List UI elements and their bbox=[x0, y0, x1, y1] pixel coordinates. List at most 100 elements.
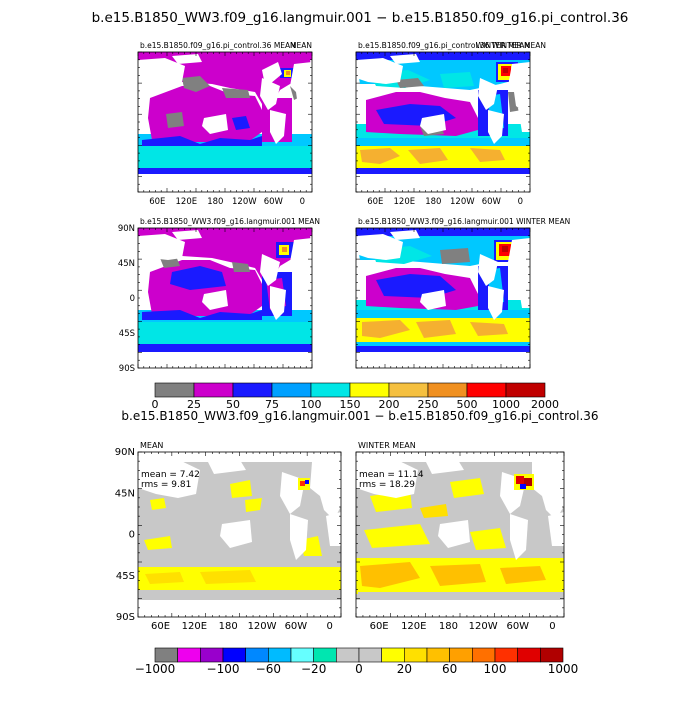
y-tick-label: 0 bbox=[130, 294, 135, 304]
x-tick-label: 60E bbox=[149, 197, 165, 207]
x-tick-label: 60W bbox=[285, 621, 308, 632]
colorbar-swatch bbox=[404, 647, 428, 663]
x-tick-label: 120W bbox=[248, 621, 277, 632]
colorbar-swatch bbox=[505, 382, 546, 398]
colorbar-top: 0 25 50 75 100 150 200 250 500 1000 2000 bbox=[152, 382, 559, 411]
panel-langmuir-mean bbox=[138, 228, 312, 368]
colorbar-label: 1000 bbox=[548, 662, 579, 676]
panel-diff-mean bbox=[138, 452, 341, 617]
colorbar-label: 100 bbox=[301, 398, 322, 411]
colorbar-label: 250 bbox=[418, 398, 439, 411]
colorbar-label: 50 bbox=[226, 398, 240, 411]
x-tick-label: 180 bbox=[207, 197, 223, 207]
colorbar-label: 150 bbox=[340, 398, 361, 411]
colorbar-label: 0 bbox=[355, 662, 363, 676]
panel-1-corner: MEAN bbox=[290, 41, 312, 50]
panel-6-stat-mean: mean = 11.14 bbox=[359, 470, 424, 480]
colorbar-label: 20 bbox=[397, 662, 412, 676]
colorbar-swatch bbox=[313, 647, 337, 663]
colorbar-label: 0 bbox=[152, 398, 159, 411]
axes: 60E 120E 180 120W 60W 0 60E 120E 180 120W 60W 0 90N 4… bbox=[115, 51, 565, 632]
colorbar-swatch bbox=[540, 647, 564, 663]
x-tick-label: 0 bbox=[518, 197, 523, 207]
colorbar-swatch bbox=[154, 647, 178, 663]
colorbar-swatch bbox=[177, 647, 201, 663]
colorbar-swatch bbox=[426, 647, 450, 663]
x-tick-label: 60E bbox=[151, 621, 170, 632]
x-tick-label: 120E bbox=[401, 621, 426, 632]
y-tick-label: 0 bbox=[129, 530, 135, 541]
x-tick-label: 120W bbox=[450, 197, 475, 207]
colorbar-swatch bbox=[358, 647, 382, 663]
x-tick-label: 180 bbox=[219, 621, 238, 632]
colorbar-label: 500 bbox=[457, 398, 478, 411]
x-tick-label: 0 bbox=[300, 197, 305, 207]
x-tick-label: 180 bbox=[439, 621, 458, 632]
colorbar-label: 1000 bbox=[492, 398, 520, 411]
x-tick-label: 60W bbox=[482, 197, 502, 207]
colorbar-label: −100 bbox=[207, 662, 240, 676]
y-tick-label: 45N bbox=[115, 488, 135, 499]
panel-2-corner: WINTER MEAN bbox=[476, 41, 530, 50]
panel-6-stat-rms: rms = 18.29 bbox=[359, 480, 415, 490]
colorbar-swatch bbox=[200, 647, 224, 663]
panel-4-title: b.e15.B1850_WW3.f09_g16.langmuir.001 WIN… bbox=[358, 217, 570, 226]
y-tick-label: 90N bbox=[118, 224, 135, 234]
colorbar-label: −20 bbox=[301, 662, 326, 676]
panel-control-mean bbox=[138, 52, 312, 192]
y-tick-label: 90S bbox=[116, 612, 135, 623]
colorbar-swatch bbox=[154, 382, 195, 398]
panel-diff-winter bbox=[356, 452, 564, 617]
y-tick-label: 90S bbox=[119, 364, 135, 374]
colorbar-swatch bbox=[449, 647, 473, 663]
colorbar-swatch bbox=[381, 647, 405, 663]
panel-1-title: b.e15.B1850.f09_g16.pi_control.36 MEAN bbox=[140, 41, 296, 50]
colorbar-label: 75 bbox=[265, 398, 279, 411]
panel-2-title: b.e15.B1850.f09_g16.pi_control.36 WINTER… bbox=[358, 41, 546, 50]
y-tick-label: 90N bbox=[115, 447, 135, 458]
colorbar-swatch bbox=[472, 647, 496, 663]
colorbar-swatch bbox=[494, 647, 518, 663]
colorbar-label: 60 bbox=[442, 662, 457, 676]
panel-control-winter bbox=[356, 52, 530, 192]
colorbar-label: 25 bbox=[187, 398, 201, 411]
colorbar-swatch bbox=[349, 382, 390, 398]
colorbar-swatch bbox=[466, 382, 507, 398]
x-tick-label: 180 bbox=[425, 197, 441, 207]
colorbar-swatch bbox=[517, 647, 541, 663]
y-tick-label: 45S bbox=[119, 329, 135, 339]
colorbar-label: 2000 bbox=[531, 398, 559, 411]
x-tick-label: 0 bbox=[549, 621, 555, 632]
x-tick-label: 60E bbox=[367, 197, 383, 207]
panel-5-stat-mean: mean = 7.42 bbox=[141, 470, 200, 480]
panel-5-stat-rms: rms = 9.81 bbox=[141, 480, 191, 490]
colorbar-label: 100 bbox=[484, 662, 507, 676]
colorbar-swatch bbox=[245, 647, 269, 663]
x-tick-label: 120W bbox=[232, 197, 257, 207]
page-title: b.e15.B1850_WW3.f09_g16.langmuir.001 − b… bbox=[92, 10, 629, 26]
panel-langmuir-winter bbox=[356, 228, 530, 368]
x-tick-label: 60W bbox=[264, 197, 284, 207]
colorbar-swatch bbox=[193, 382, 234, 398]
colorbar-label: −60 bbox=[256, 662, 281, 676]
panel-6-title: WINTER MEAN bbox=[358, 441, 416, 450]
colorbar-label: 200 bbox=[379, 398, 400, 411]
colorbar-swatch bbox=[427, 382, 468, 398]
colorbar-swatch bbox=[388, 382, 429, 398]
x-tick-label: 120E bbox=[176, 197, 198, 207]
colorbar-swatch bbox=[310, 382, 351, 398]
diff-title: b.e15.B1850_WW3.f09_g16.langmuir.001 − b… bbox=[121, 409, 598, 423]
colorbar-bottom: −1000 −100 −60 −20 0 20 60 100 1000 bbox=[135, 647, 579, 676]
colorbar-swatch bbox=[290, 647, 314, 663]
colorbar-swatch bbox=[222, 647, 246, 663]
x-tick-label: 60W bbox=[506, 621, 529, 632]
x-tick-label: 120E bbox=[394, 197, 416, 207]
x-tick-label: 0 bbox=[327, 621, 333, 632]
x-tick-label: 120E bbox=[182, 621, 207, 632]
y-tick-label: 45S bbox=[116, 571, 135, 582]
colorbar-swatch bbox=[232, 382, 273, 398]
colorbar-label: −1000 bbox=[135, 662, 176, 676]
x-tick-label: 60E bbox=[370, 621, 389, 632]
